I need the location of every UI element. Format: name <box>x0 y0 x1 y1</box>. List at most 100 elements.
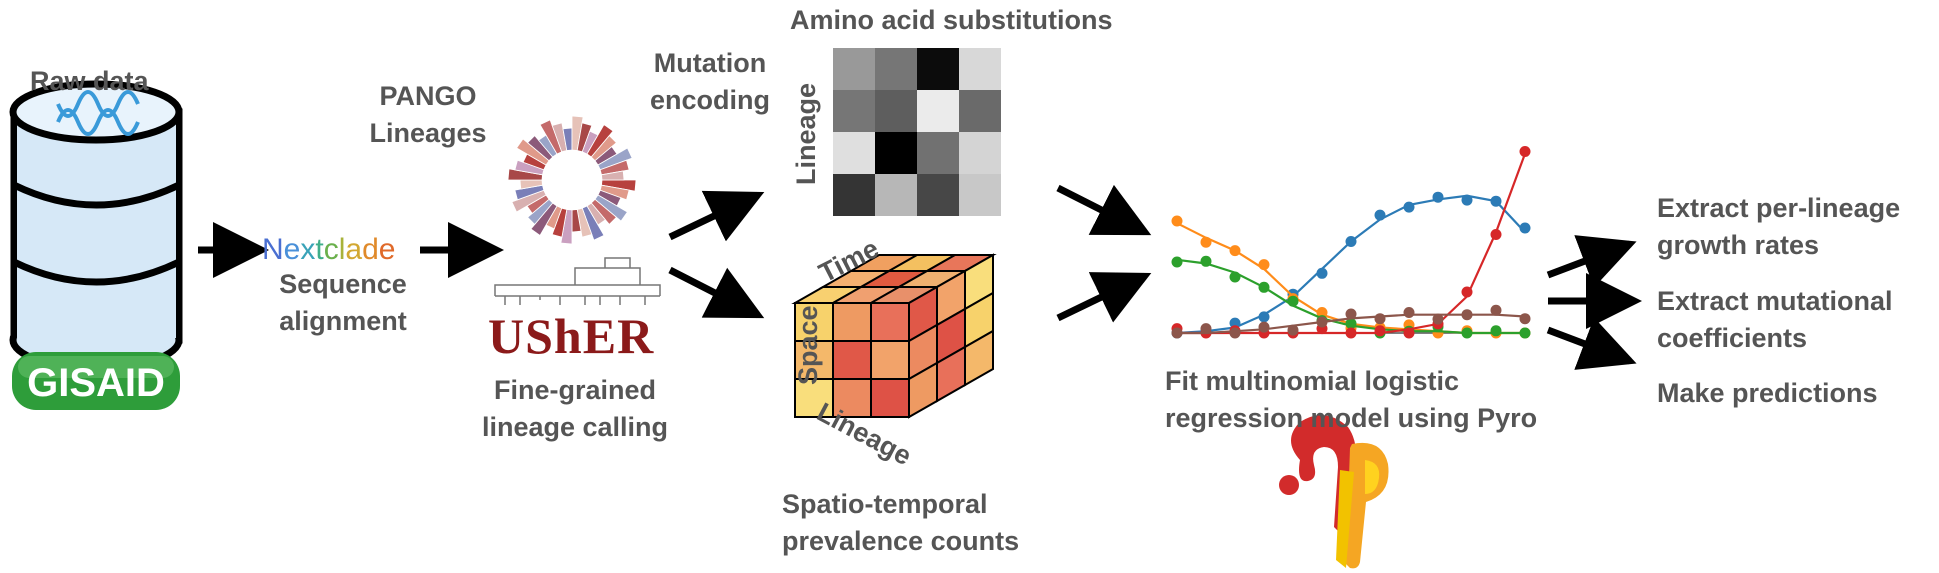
heatmap-cell <box>833 174 875 216</box>
nextclade-logo-letter: a <box>345 233 363 266</box>
chart-point <box>1403 327 1415 339</box>
arrow-to-predictions <box>1546 317 1637 370</box>
pango-title: PANGO Lineages <box>358 78 498 152</box>
nextclade-caption-line2: alignment <box>279 306 407 336</box>
arrow-to-growth <box>1546 235 1637 288</box>
cube-front-cell <box>870 378 910 418</box>
heatmap-cell <box>875 90 917 132</box>
chart-point <box>1490 229 1502 240</box>
chart-point <box>1403 201 1415 213</box>
chart-point <box>1345 318 1357 329</box>
gisaid-logo-text: GISAID <box>27 361 165 405</box>
chart-point <box>1287 324 1299 336</box>
output-coeff-line2: coefficients <box>1657 323 1808 353</box>
gisaid-logo: GISAID <box>12 352 180 410</box>
heatmap-cell <box>833 90 875 132</box>
heatmap-cell <box>917 48 959 90</box>
usher-caption-line1: Fine-grained <box>493 375 656 405</box>
heatmap-cell <box>875 132 917 174</box>
heatmap-ylabel: Lineage <box>791 83 821 185</box>
heatmap-cell <box>917 174 959 216</box>
nextclade-logo: Nextclade <box>262 231 395 268</box>
chart-point <box>1403 307 1415 318</box>
chart-point <box>1258 321 1270 333</box>
nextclade-logo-letter: t <box>315 233 324 266</box>
output-growth-line1: Extract per-lineage <box>1657 193 1901 223</box>
chart-point <box>1200 236 1212 248</box>
chart-point <box>1374 325 1386 337</box>
chart-point <box>1200 255 1212 267</box>
chart-point <box>1490 325 1502 337</box>
chart-point <box>1461 194 1473 206</box>
chart-point <box>1258 281 1270 293</box>
nextclade-logo-letter: d <box>362 233 379 266</box>
nextclade-logo-letter: x <box>300 233 316 266</box>
dendrogram-icon <box>494 257 661 305</box>
model-caption: Fit multinomial logistic regression mode… <box>1165 363 1537 437</box>
chart-point <box>1316 267 1328 279</box>
output-predictions: Make predictions <box>1657 378 1878 408</box>
model-caption-line2: regression model using Pyro <box>1165 403 1538 433</box>
chart-point <box>1200 323 1212 335</box>
pango-title-line2: Lineages <box>369 118 487 148</box>
cube-side-cell <box>964 329 994 387</box>
chart-point <box>1461 327 1473 339</box>
prevalence-cube <box>791 253 997 419</box>
output-coeff-line1: Extract mutational <box>1657 286 1893 316</box>
chart-point <box>1316 316 1328 328</box>
usher-logo: UShER <box>488 308 654 364</box>
arrow-to-mutation <box>668 190 765 242</box>
heatmap-cell <box>875 174 917 216</box>
chart-point <box>1374 313 1386 325</box>
output-growth-rates: Extract per-lineage growth rates <box>1657 190 1900 264</box>
usher-caption: Fine-grained lineage calling <box>460 372 690 446</box>
tree-center <box>542 150 602 210</box>
lineage-chart <box>1171 146 1531 339</box>
nextclade-logo-letter: c <box>323 233 339 266</box>
raw-data-title: Raw data <box>30 66 149 96</box>
chart-point <box>1519 146 1531 157</box>
chart-point <box>1345 308 1357 320</box>
cube-front-cell <box>794 378 834 418</box>
mutation-label-line2: encoding <box>650 85 770 115</box>
heatmap-cell <box>917 90 959 132</box>
chart-point <box>1519 327 1531 339</box>
heatmap-cell <box>959 48 1001 90</box>
chart-point <box>1461 286 1473 298</box>
heatmap-cell <box>959 90 1001 132</box>
heatmap-cell <box>833 48 875 90</box>
nextclade-logo-letter: e <box>378 233 396 266</box>
chart-point <box>1229 245 1241 257</box>
cube-front-cell <box>870 340 910 380</box>
chart-point <box>1171 256 1183 268</box>
chart-point <box>1432 313 1444 325</box>
heatmap-cell <box>833 132 875 174</box>
cube-front-cell <box>832 378 872 418</box>
heatmap-title: Amino acid substitutions <box>790 5 1113 35</box>
nextclade-caption-line1: Sequence <box>279 269 407 299</box>
pango-title-line1: PANGO <box>379 81 477 111</box>
chart-point <box>1490 304 1502 316</box>
chart-point <box>1229 317 1241 329</box>
chart-point <box>1345 327 1357 339</box>
heatmap-cell <box>917 132 959 174</box>
chart-point <box>1519 222 1531 234</box>
chart-point <box>1171 215 1183 227</box>
chart-point <box>1461 309 1473 321</box>
heatmap-cell <box>959 174 1001 216</box>
database-icon <box>9 80 183 372</box>
cube-front-cell <box>832 302 872 342</box>
chart-point <box>1171 327 1183 339</box>
cube-front-cell <box>832 340 872 380</box>
cube-space-label: Space <box>793 305 823 385</box>
usher-caption-line2: lineage calling <box>481 412 669 442</box>
chart-point <box>1490 195 1502 207</box>
nextclade-caption: Sequence alignment <box>258 266 428 340</box>
chart-point <box>1432 191 1444 203</box>
arrow-cube-to-model <box>1056 272 1152 323</box>
cube-caption-line2: prevalence counts <box>782 526 1020 556</box>
chart-point <box>1519 313 1531 325</box>
cube-caption: Spatio-temporal prevalence counts <box>782 486 1019 560</box>
chart-point <box>1316 307 1328 318</box>
heatmap-cell <box>959 132 1001 174</box>
